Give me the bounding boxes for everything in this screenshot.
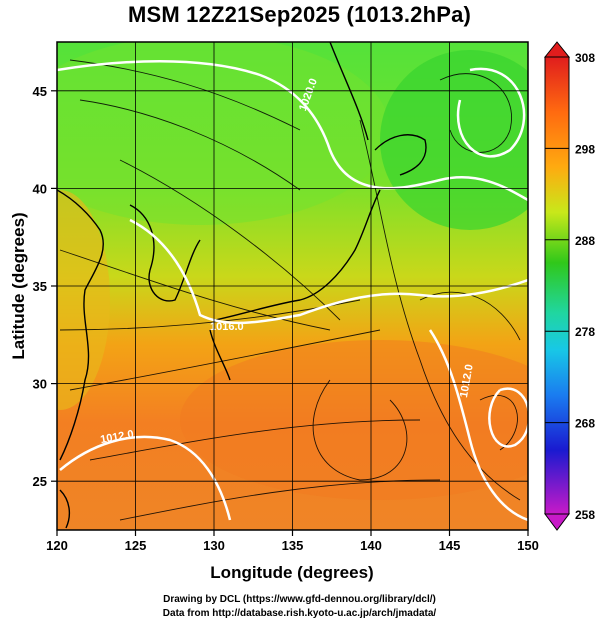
hokkaido-coast: [374, 134, 427, 176]
x-tick-label-140: 140: [360, 538, 382, 553]
warm-region-south: [180, 340, 528, 500]
y-axis-ticks: 25 30 35 40 45: [33, 84, 57, 489]
cold-region-northeast: [380, 50, 528, 230]
isobar-label-1016: 1016.0: [210, 321, 244, 333]
coastlines: [57, 42, 427, 529]
x-axis-ticks: 120 125 130 135 140 145 150: [46, 530, 539, 553]
x-tick-label-145: 145: [439, 538, 461, 553]
y-tick-label-35: 35: [33, 279, 47, 294]
isobar-label-1012-east: 1012.0: [458, 363, 476, 398]
isobar-label-1012-west: 1012.0: [99, 428, 134, 446]
russia-coast: [329, 42, 369, 141]
x-tick-label-125: 125: [125, 538, 147, 553]
china-coast: [57, 189, 104, 461]
colorbar-tick-label-258: 258: [575, 508, 595, 522]
colorbar-tick-label-278: 278: [575, 325, 595, 339]
colorbar-bottom-arrow: [544, 513, 570, 531]
isobars: [57, 60, 528, 522]
taiwan-coast: [59, 489, 71, 529]
colorbar-ticks: 258 268 278 288 298 308: [545, 51, 595, 522]
y-tick-label-45: 45: [33, 84, 47, 99]
honshu-coast: [214, 189, 381, 321]
footer-credit-dcl: Drawing by DCL (https://www.gfd-dennou.o…: [163, 594, 436, 605]
y-tick-label-25: 25: [33, 474, 47, 489]
map-title: MSM 12Z21Sep2025 (1013.2hPa): [127, 2, 472, 27]
cool-region: [57, 42, 390, 225]
footer-credit-data: Data from http://database.rish.kyoto-u.a…: [162, 608, 437, 619]
isobar-1012-west: [59, 435, 232, 521]
x-axis-label: Longitude (degrees): [210, 563, 373, 582]
gridlines: [57, 42, 528, 530]
x-tick-label-150: 150: [517, 538, 539, 553]
colorbar-top-arrow: [543, 41, 571, 58]
korea-coast: [129, 204, 201, 302]
high-ring: [456, 67, 526, 158]
kyushu-coast: [209, 329, 231, 381]
x-tick-label-135: 135: [282, 538, 304, 553]
isobar-1016: [129, 218, 528, 325]
colorbar: 258 268 278 288 298 308: [543, 41, 595, 531]
colorbar-tick-label-268: 268: [575, 417, 595, 431]
colorbar-scale: [544, 56, 570, 515]
x-tick-label-120: 120: [46, 538, 68, 553]
colorbar-tick-label-308: 308: [575, 51, 595, 65]
isobar-1020: [57, 60, 528, 202]
colorbar-tick-label-298: 298: [575, 142, 595, 156]
low-ring: [488, 387, 528, 448]
colorbar-tick-label-288: 288: [575, 234, 595, 248]
y-tick-label-40: 40: [33, 181, 47, 196]
x-tick-label-130: 130: [203, 538, 225, 553]
isobar-1012-east: [428, 329, 528, 522]
y-axis-label: Latitude (degrees): [9, 212, 28, 359]
y-tick-label-30: 30: [33, 377, 47, 392]
